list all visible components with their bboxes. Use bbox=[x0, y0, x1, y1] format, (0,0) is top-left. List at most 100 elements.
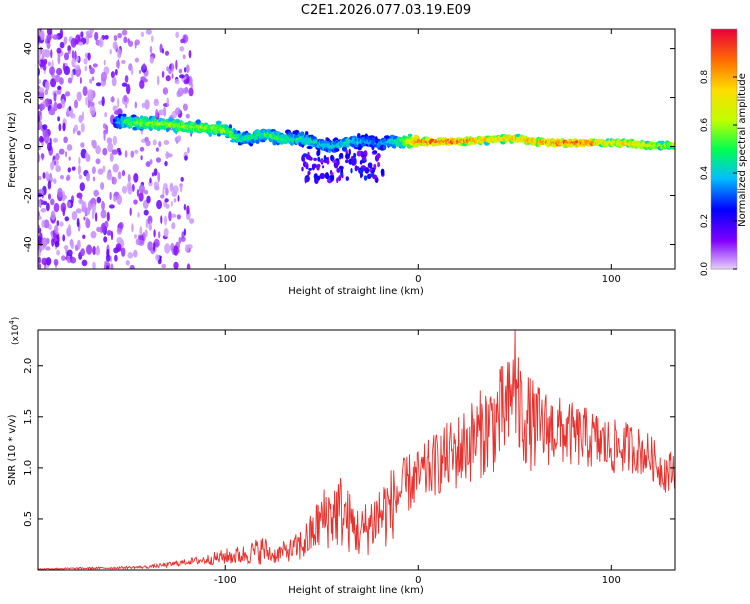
noise-cell bbox=[114, 254, 118, 262]
colorbar-cell bbox=[711, 249, 737, 252]
noise-cell bbox=[134, 57, 139, 63]
noise-cell bbox=[70, 37, 77, 48]
noise-cell bbox=[61, 255, 66, 261]
noise-cell bbox=[100, 209, 107, 219]
colorbar-cell bbox=[711, 155, 737, 158]
noise-cell bbox=[144, 189, 149, 195]
colorbar-cell bbox=[711, 75, 737, 78]
noise-cell bbox=[52, 34, 59, 40]
ridge-cell bbox=[246, 132, 251, 136]
ridge-cell bbox=[176, 119, 180, 124]
noise-cell bbox=[68, 156, 71, 161]
noise-cell bbox=[82, 234, 86, 239]
trail-cell bbox=[367, 162, 373, 169]
noise-cell bbox=[143, 209, 149, 216]
noise-cell bbox=[138, 192, 144, 202]
trail-cell bbox=[313, 157, 317, 161]
noise-cell bbox=[41, 257, 48, 266]
colorbar-cell bbox=[711, 43, 737, 46]
colorbar-cell bbox=[711, 219, 737, 222]
colorbar-cell bbox=[711, 209, 737, 212]
noise-cell bbox=[123, 36, 128, 44]
ridge-cell bbox=[142, 116, 149, 120]
trail-cell bbox=[340, 168, 343, 173]
colorbar-cell bbox=[711, 237, 737, 240]
noise-cell bbox=[117, 32, 123, 39]
colorbar-cell bbox=[711, 39, 737, 42]
colorbar-cell bbox=[711, 123, 737, 126]
noise-cell bbox=[166, 97, 169, 107]
colorbar-cell bbox=[711, 261, 737, 264]
colorbar-cell bbox=[711, 51, 737, 54]
noise-cell bbox=[62, 122, 66, 132]
noise-cell bbox=[89, 101, 95, 107]
spectrogram-cells bbox=[38, 29, 675, 269]
noise-cell bbox=[182, 54, 186, 60]
noise-cell bbox=[70, 241, 75, 250]
ridge-cell bbox=[255, 139, 260, 145]
noise-cell bbox=[138, 184, 145, 194]
colorbar-cell bbox=[711, 113, 737, 116]
noise-cell bbox=[94, 212, 98, 222]
trail-cell bbox=[319, 172, 326, 180]
noise-cell bbox=[138, 69, 142, 74]
noise-cell bbox=[145, 29, 152, 35]
noise-cell bbox=[161, 263, 167, 269]
snr-y-scale-exponent: 4 bbox=[8, 320, 16, 325]
ridge-cell bbox=[305, 131, 309, 136]
noise-cell bbox=[55, 165, 61, 173]
trail-cell bbox=[345, 153, 350, 160]
colorbar-cell bbox=[711, 199, 737, 202]
colorbar-cell bbox=[711, 57, 737, 60]
noise-cell bbox=[106, 211, 110, 222]
noise-cell bbox=[188, 87, 194, 97]
noise-cell bbox=[96, 196, 102, 204]
noise-cell bbox=[140, 31, 145, 38]
trail-cell bbox=[369, 173, 375, 178]
noise-cell bbox=[179, 184, 183, 193]
noise-cell bbox=[181, 231, 185, 239]
noise-cell bbox=[110, 263, 114, 269]
noise-cell bbox=[184, 244, 190, 253]
ridge-cell bbox=[306, 145, 313, 150]
noise-cell bbox=[164, 160, 168, 167]
noise-cell bbox=[71, 211, 78, 221]
noise-cell bbox=[41, 237, 48, 248]
noise-cell bbox=[79, 182, 86, 192]
noise-cell bbox=[82, 86, 88, 97]
noise-cell bbox=[92, 261, 96, 269]
colorbar-cell bbox=[711, 257, 737, 260]
noise-cell bbox=[83, 58, 88, 65]
noise-cell bbox=[79, 76, 82, 85]
noise-cell bbox=[133, 199, 138, 205]
trail-cell bbox=[345, 176, 349, 182]
noise-cell bbox=[145, 140, 151, 147]
noise-cell bbox=[50, 210, 56, 221]
trail-cell bbox=[372, 150, 378, 154]
noise-cell bbox=[121, 247, 126, 257]
noise-cell bbox=[134, 101, 137, 109]
snr-y-tick-label: 0.5 bbox=[23, 511, 34, 527]
noise-cell bbox=[166, 153, 173, 158]
spectrogram-y-tick-label: -40 bbox=[23, 236, 34, 252]
noise-cell bbox=[124, 75, 129, 83]
ridge-cell bbox=[217, 133, 221, 137]
noise-cell bbox=[109, 152, 114, 162]
snr-x-tick-label: 0 bbox=[415, 575, 421, 586]
noise-cell bbox=[78, 114, 83, 124]
noise-cell bbox=[134, 41, 137, 49]
noise-cell bbox=[85, 217, 89, 226]
noise-cell bbox=[71, 166, 76, 171]
noise-cell bbox=[78, 41, 84, 46]
colorbar-cell bbox=[711, 131, 737, 134]
colorbar-cell bbox=[711, 61, 737, 64]
noise-cell bbox=[171, 222, 176, 230]
colorbar-cell bbox=[711, 93, 737, 96]
noise-cell bbox=[59, 41, 65, 49]
noise-cell bbox=[47, 61, 52, 67]
trail-cell bbox=[348, 148, 351, 156]
noise-cell bbox=[67, 224, 71, 235]
noise-cell bbox=[74, 50, 77, 60]
noise-cell bbox=[185, 113, 190, 119]
